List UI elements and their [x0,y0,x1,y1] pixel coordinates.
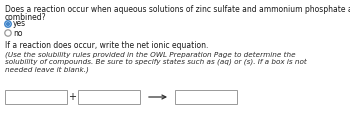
Text: Does a reaction occur when aqueous solutions of zinc sulfate and ammonium phosph: Does a reaction occur when aqueous solut… [5,5,350,14]
Circle shape [5,30,11,36]
Text: combined?: combined? [5,13,47,22]
Text: no: no [13,29,23,38]
Bar [175,90,237,104]
Bar [78,90,140,104]
Text: yes: yes [13,19,26,29]
Text: +: + [68,92,76,102]
Text: solubility of compounds. Be sure to specify states such as (aq) or (s). If a box: solubility of compounds. Be sure to spec… [5,58,307,65]
Circle shape [5,21,11,27]
Bar [5,90,67,104]
Text: needed leave it blank.): needed leave it blank.) [5,66,89,73]
Circle shape [7,23,9,26]
Text: (Use the solubility rules provided in the OWL Preparation Page to determine the: (Use the solubility rules provided in th… [5,51,296,58]
Text: If a reaction does occur, write the net ionic equation.: If a reaction does occur, write the net … [5,41,208,50]
